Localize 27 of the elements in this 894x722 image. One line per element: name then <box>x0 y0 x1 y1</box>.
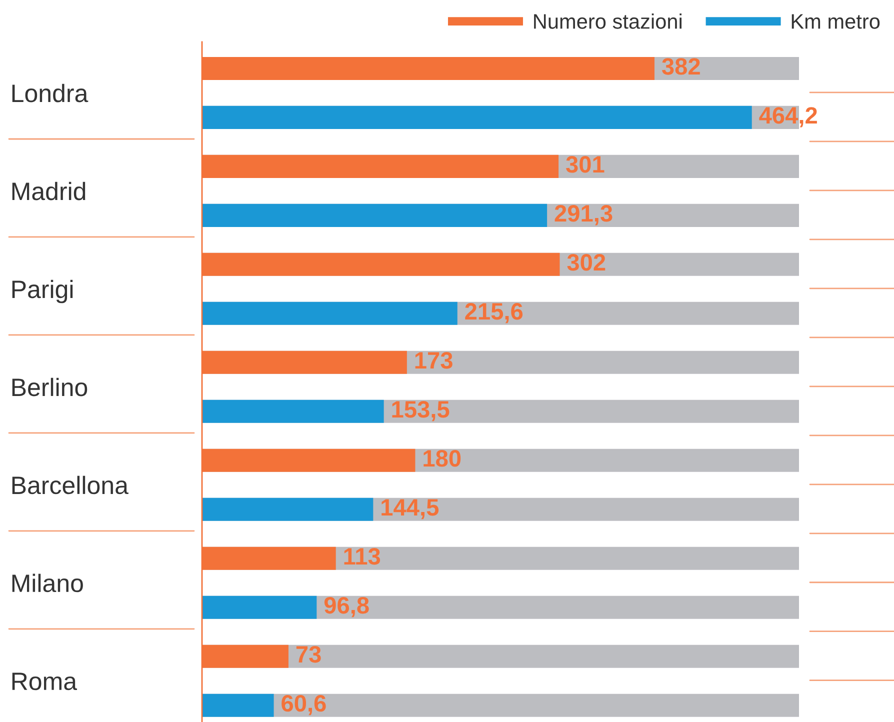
data-label: 113 <box>344 548 380 565</box>
y-tick-label: Parigi <box>12 280 73 304</box>
data-label: 180 <box>424 450 461 467</box>
data-label: 382 <box>662 58 700 75</box>
data-label: 301 <box>566 156 604 173</box>
legend-label: Numero stazioni <box>534 14 682 29</box>
data-label: 302 <box>567 254 606 271</box>
data-label: 464,2 <box>759 107 817 128</box>
data-label: 291,3 <box>554 205 612 226</box>
y-tick-label: Barcellona <box>12 476 128 494</box>
y-tick-label: Berlino <box>12 378 88 396</box>
data-label: 60,6 <box>282 694 326 716</box>
data-label: 144,5 <box>382 499 439 520</box>
y-tick-label: Madrid <box>12 182 86 200</box>
bar <box>202 498 374 521</box>
data-label: 96,8 <box>324 596 369 618</box>
y-tick-label: Roma <box>12 672 78 690</box>
data-label: 173 <box>415 352 452 369</box>
bar <box>202 400 384 423</box>
data-label: 153,5 <box>392 401 450 422</box>
legend-label: Km metro <box>792 14 880 29</box>
bar <box>202 596 317 619</box>
y-tick-label: Londra <box>12 84 88 102</box>
bar <box>202 694 274 717</box>
y-tick-label: Milano <box>12 574 83 592</box>
data-label: 215,6 <box>465 303 523 324</box>
data-label: 73 <box>296 646 321 663</box>
